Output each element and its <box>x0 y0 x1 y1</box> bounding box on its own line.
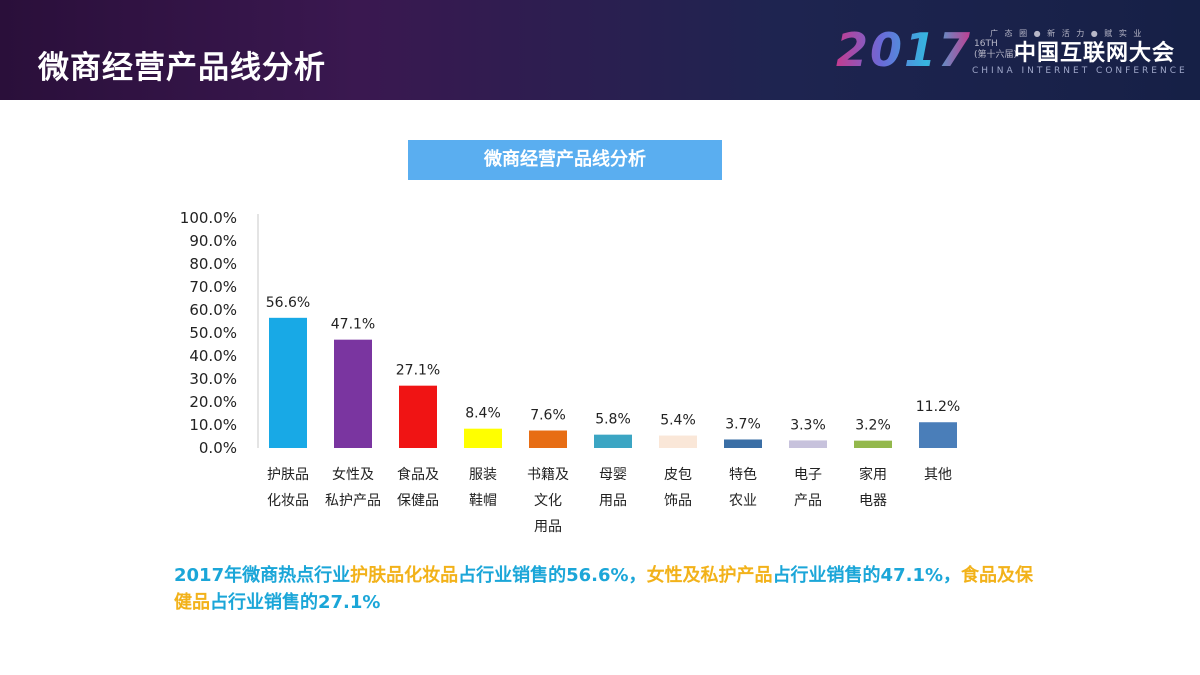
y-tick-label: 100.0% <box>180 209 237 227</box>
category-label-line: 文化 <box>534 493 562 509</box>
bar <box>464 428 502 448</box>
bar <box>854 440 892 448</box>
category-label-line: 用品 <box>599 493 627 509</box>
bar <box>594 434 632 448</box>
bar <box>269 317 307 448</box>
category-label-line: 其他 <box>924 467 952 483</box>
y-tick-label: 60.0% <box>189 301 237 319</box>
bar <box>334 339 372 448</box>
data-label: 27.1% <box>396 363 440 379</box>
category-label-line: 化妆品 <box>267 493 309 509</box>
category-label: 母婴用品 <box>599 467 627 509</box>
logo-tagline: 广 态 圈 ● 新 活 力 ● 赋 实 业 <box>990 29 1144 38</box>
summary-part-5: 占行业销售的47.1%， <box>772 565 962 586</box>
bar <box>919 422 957 448</box>
logo-edition: 16TH (第十六届) <box>974 39 1017 61</box>
category-label-line: 食品及 <box>397 466 439 483</box>
category-label-line: 电子 <box>794 467 822 483</box>
category-label-line: 特色 <box>729 466 757 483</box>
data-label: 5.4% <box>660 413 696 429</box>
bar <box>659 435 697 448</box>
data-label: 11.2% <box>916 399 960 415</box>
logo-english: CHINA INTERNET CONFERENCE <box>972 66 1188 76</box>
summary-highlight-3: 食品及保健品 <box>174 565 1034 613</box>
bar-chart: 0.0% 10.0% 20.0% 30.0% 40.0% 50.0% 60.0% 70.0% 8… <box>180 209 960 535</box>
y-tick-label: 70.0% <box>189 278 237 296</box>
data-label: 5.8% <box>595 412 631 428</box>
category-label: 皮包饰品 <box>664 467 692 509</box>
bar <box>529 430 567 448</box>
logo-edition-number: 16TH <box>974 39 998 49</box>
category-label-line: 农业 <box>729 493 757 509</box>
data-label: 7.6% <box>530 408 566 424</box>
bar <box>789 440 827 448</box>
category-label: 其他 <box>924 467 952 483</box>
y-tick-label: 90.0% <box>189 232 237 250</box>
category-label-line: 用品 <box>534 519 562 535</box>
y-tick-label: 30.0% <box>189 370 237 388</box>
bar <box>724 439 762 448</box>
y-tick-label: 40.0% <box>189 347 237 365</box>
page-title: 微商经营产品线分析 <box>38 50 326 86</box>
data-label: 3.7% <box>725 416 761 432</box>
category-label-line: 私护产品 <box>325 493 381 509</box>
summary-part-7: 占行业销售的27.1% <box>210 592 381 613</box>
summary-highlight-1: 护肤品化妆品 <box>350 565 459 586</box>
bar <box>399 385 437 448</box>
category-label: 服装鞋帽 <box>469 467 497 509</box>
category-label: 书籍及文化用品 <box>527 466 569 535</box>
category-label-line: 书籍及 <box>527 466 569 483</box>
data-label: 3.3% <box>790 417 826 433</box>
category-label-line: 饰品 <box>664 493 692 509</box>
y-tick-label: 0.0% <box>199 439 237 457</box>
category-label-line: 女性及 <box>332 466 374 483</box>
chart-title-banner: 微商经营产品线分析 <box>408 140 722 180</box>
category-label-line: 服装 <box>469 467 497 483</box>
category-label: 特色农业 <box>729 466 757 509</box>
category-label: 护肤品化妆品 <box>267 467 309 509</box>
category-label-line: 保健品 <box>397 493 439 509</box>
data-label: 3.2% <box>855 418 891 434</box>
category-label: 女性及私护产品 <box>325 466 381 509</box>
category-label-line: 电器 <box>859 493 887 509</box>
category-label: 食品及保健品 <box>397 466 439 509</box>
category-label-line: 家用 <box>859 466 887 483</box>
category-label: 电子产品 <box>794 467 822 509</box>
logo-year: 2017 <box>836 23 973 77</box>
y-tick-label: 20.0% <box>189 393 237 411</box>
category-label-line: 产品 <box>794 493 822 509</box>
category-label-line: 皮包 <box>664 467 692 483</box>
conference-logo: 2017 广 态 圈 ● 新 活 力 ● 赋 实 业 16TH (第十六届) 中… <box>836 23 1185 86</box>
y-tick-label: 80.0% <box>189 255 237 273</box>
summary-part-3: 占行业销售的56.6%， <box>458 565 647 586</box>
y-tick-label: 10.0% <box>189 416 237 434</box>
header-band: 微商经营产品线分析 2017 广 态 圈 ● 新 活 力 ● 赋 实 业 16T… <box>0 0 1200 100</box>
data-label: 47.1% <box>331 317 375 333</box>
y-tick-label: 50.0% <box>189 324 237 342</box>
category-label: 家用电器 <box>859 466 887 509</box>
category-label-line: 鞋帽 <box>469 493 497 509</box>
logo-name: 中国互联网大会 <box>1014 41 1176 66</box>
data-label: 56.6% <box>266 295 310 311</box>
category-label-line: 护肤品 <box>267 467 309 483</box>
summary-text: 2017年微商热点行业护肤品化妆品占行业销售的56.6%，女性及私护产品占行业销… <box>174 562 1034 616</box>
category-label-line: 母婴 <box>599 467 627 483</box>
logo-edition-cn: (第十六届) <box>974 50 1018 60</box>
data-label: 8.4% <box>465 406 501 422</box>
summary-highlight-2: 女性及私护产品 <box>646 565 773 586</box>
summary-part-1: 2017年微商热点行业 <box>174 565 351 586</box>
